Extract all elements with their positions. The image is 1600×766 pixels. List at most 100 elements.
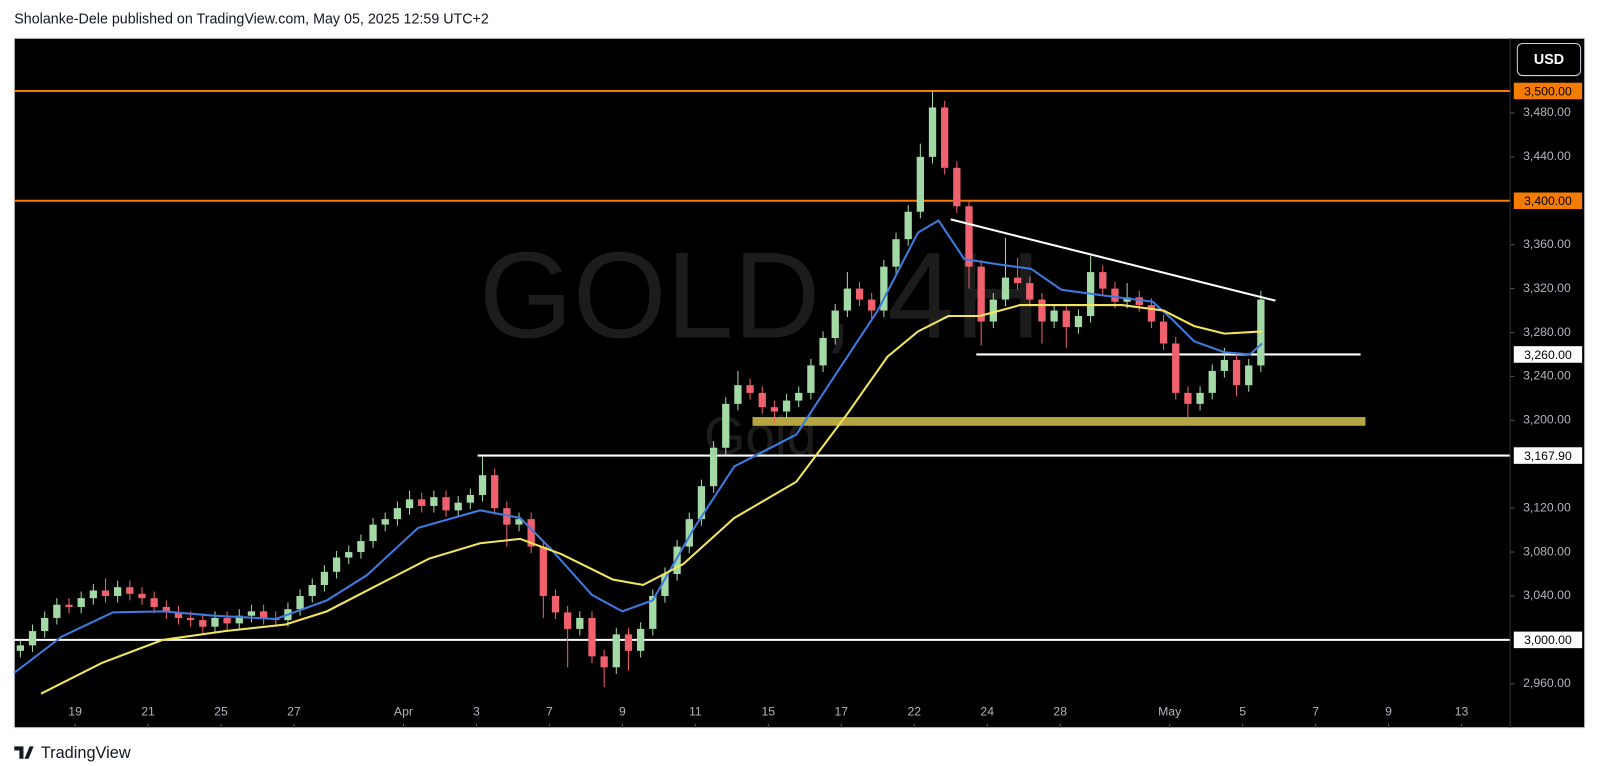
- candle-body: [977, 266, 985, 322]
- candle-body: [685, 519, 693, 547]
- candle-body: [746, 385, 754, 393]
- candle-body: [223, 617, 231, 624]
- candle-body: [1172, 343, 1180, 393]
- x-tick-label: 5: [1239, 704, 1246, 718]
- x-tick-label: 9: [619, 704, 626, 718]
- candle-body: [296, 595, 304, 610]
- level-label: 3,167.90: [1524, 449, 1572, 463]
- candle-body: [843, 288, 852, 311]
- x-tick-label: 13: [1455, 704, 1469, 718]
- y-tick-label: 3,480.00: [1523, 105, 1571, 119]
- candle-body: [491, 475, 499, 509]
- candle-body: [880, 266, 888, 311]
- y-tick-label: 3,320.00: [1523, 281, 1571, 295]
- candle-body: [588, 617, 596, 657]
- candle-body: [661, 574, 669, 596]
- candle-body: [1111, 288, 1119, 302]
- x-tick-label: 21: [141, 704, 155, 718]
- candle-body: [174, 612, 183, 618]
- candle-body: [734, 385, 742, 404]
- x-tick-label: 28: [1053, 704, 1067, 718]
- candle-body: [247, 611, 256, 616]
- x-tick-label: 17: [834, 704, 848, 718]
- level-label: 3,400.00: [1524, 194, 1572, 208]
- x-tick-label: 7: [1312, 704, 1319, 718]
- level-label-box: [1512, 630, 1584, 650]
- chart-panel: [13, 37, 1586, 729]
- header: Sholanke-Dele published on TradingView.c…: [14, 11, 489, 27]
- x-tick-label: 24: [980, 704, 994, 718]
- candle-body: [65, 604, 73, 607]
- candle-body: [454, 502, 462, 511]
- candle-body: [527, 519, 535, 547]
- currency-label[interactable]: USD: [1534, 52, 1564, 68]
- candle-body: [1196, 392, 1204, 404]
- candle-body: [16, 645, 25, 651]
- x-tick-label: 15: [762, 704, 776, 718]
- candle-body: [430, 497, 438, 506]
- candle-body: [819, 337, 827, 366]
- y-tick-label: 3,120.00: [1523, 500, 1571, 514]
- candle-body: [41, 617, 49, 632]
- candle-body: [807, 365, 815, 393]
- candle-body: [53, 604, 61, 618]
- zone: [752, 417, 1366, 426]
- candle-body: [442, 497, 450, 511]
- candle-body: [138, 593, 146, 599]
- candle-body: [381, 519, 389, 525]
- candle-body: [1013, 277, 1022, 284]
- candle-body: [673, 546, 681, 575]
- candle-body: [989, 299, 997, 322]
- candle-body: [1159, 321, 1168, 344]
- candle-body: [114, 587, 122, 596]
- candle-body: [1074, 316, 1083, 328]
- candle-body: [1062, 310, 1070, 328]
- trendline: [950, 218, 1276, 302]
- candle-body: [709, 447, 718, 487]
- candle-body: [624, 634, 633, 651]
- level-label: 3,260.00: [1524, 348, 1572, 362]
- candle-body: [478, 475, 487, 495]
- x-tick-label: 19: [68, 704, 82, 718]
- x-tick-label: May: [1158, 704, 1182, 718]
- watermark: GOLD, 4H Gold: [479, 227, 1041, 466]
- candle-body: [393, 508, 402, 520]
- candle-body: [418, 499, 426, 506]
- candle-body: [466, 494, 475, 503]
- x-tick-label: 27: [287, 704, 301, 718]
- candle-body: [369, 524, 377, 542]
- candle-body: [199, 620, 207, 627]
- y-tick-label: 3,240.00: [1523, 369, 1571, 383]
- candle-body: [186, 617, 195, 621]
- candle-body: [1099, 272, 1107, 289]
- currency-button[interactable]: [1516, 42, 1582, 77]
- moving-average: [40, 304, 1263, 695]
- candle-body: [320, 571, 329, 585]
- y-tick-label: 2,960.00: [1523, 676, 1571, 690]
- candle-body: [831, 310, 839, 338]
- x-tick-label: 3: [473, 704, 480, 718]
- candle-body: [697, 486, 706, 520]
- candle-body: [89, 590, 97, 599]
- candle-body: [162, 606, 170, 613]
- x-tick-label: 25: [214, 704, 228, 718]
- candle-body: [600, 656, 608, 668]
- x-tick-label: 9: [1385, 704, 1392, 718]
- candle-body: [551, 595, 560, 613]
- candle-body: [953, 167, 961, 207]
- level-label: 3,500.00: [1524, 84, 1572, 98]
- candle-body: [357, 541, 365, 553]
- y-tick-label: 3,280.00: [1523, 325, 1571, 339]
- candle-body: [405, 499, 414, 509]
- candle-body: [758, 392, 766, 408]
- candle-body: [855, 288, 864, 300]
- candle-body: [1184, 392, 1192, 404]
- candle-body: [636, 628, 645, 651]
- y-tick-label: 3,080.00: [1523, 544, 1571, 558]
- candle-body: [576, 617, 584, 629]
- watermark-name: Gold: [704, 407, 816, 466]
- candle-body: [308, 584, 316, 596]
- level-label-box: [1512, 446, 1584, 465]
- candle-body: [150, 598, 158, 607]
